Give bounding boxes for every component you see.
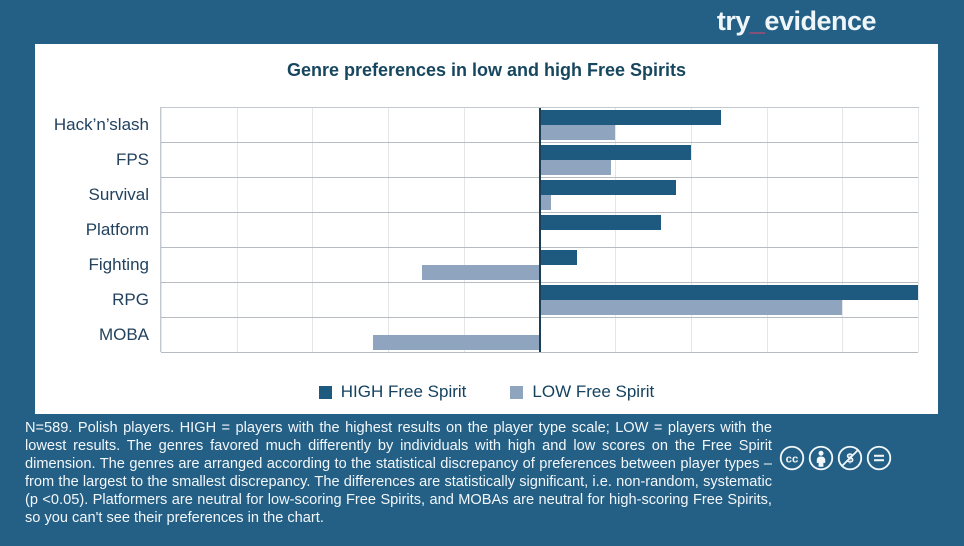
- svg-text:cc: cc: [786, 453, 799, 465]
- chart-legend: HIGH Free Spirit LOW Free Spirit: [35, 382, 938, 402]
- bar-high-free-spirit: [539, 285, 918, 300]
- vertical-gridline: [615, 108, 617, 352]
- vertical-gridline: [388, 108, 390, 352]
- zero-axis-line: [538, 108, 541, 352]
- chart-row: [161, 318, 918, 353]
- legend-label: LOW Free Spirit: [532, 382, 655, 401]
- vertical-gridline: [842, 108, 844, 352]
- legend-swatch: [318, 385, 332, 399]
- chart-row: [161, 283, 918, 318]
- bar-low-free-spirit: [539, 160, 612, 175]
- bar-high-free-spirit: [539, 215, 661, 230]
- category-label: Fighting: [88, 255, 149, 274]
- brand-logo-evidence: evidence: [764, 6, 876, 36]
- vertical-gridline: [463, 108, 465, 352]
- brand-logo: try_evidence: [716, 6, 877, 37]
- vertical-gridline: [690, 108, 692, 352]
- license-icons: cc $: [779, 445, 892, 471]
- category-label: MOBA: [98, 325, 149, 344]
- chart-card: Genre preferences in low and high Free S…: [35, 44, 938, 414]
- bar-high-free-spirit: [539, 180, 676, 195]
- cc-nd-icon: [866, 445, 892, 471]
- cc-icon: cc: [779, 445, 805, 471]
- vertical-gridline: [312, 108, 314, 352]
- bar-high-free-spirit: [539, 145, 691, 160]
- footnote-text: N=589. Polish players. HIGH = players wi…: [25, 420, 772, 526]
- vertical-gridline: [161, 108, 162, 352]
- bar-chart: Hack’n’slash FPS Survival Platform Fighting R…: [35, 107, 938, 353]
- cc-nc-icon: $: [837, 445, 863, 471]
- chart-title: Genre preferences in low and high Free S…: [286, 60, 687, 80]
- legend-item: HIGH Free Spirit: [318, 382, 467, 402]
- brand-logo-underscore: _: [749, 6, 765, 36]
- bar-low-free-spirit: [372, 335, 540, 350]
- legend-swatch: [510, 385, 524, 399]
- bar-low-free-spirit: [539, 195, 551, 210]
- category-label: Hack’n’slash: [53, 115, 149, 134]
- bar-high-free-spirit: [539, 250, 578, 265]
- category-label: Survival: [88, 185, 149, 204]
- plot-area: [160, 107, 919, 353]
- bar-low-free-spirit: [539, 300, 843, 315]
- bar-high-free-spirit: [539, 110, 722, 125]
- cc-by-icon: [808, 445, 834, 471]
- category-label: FPS: [115, 150, 149, 169]
- category-label: RPG: [112, 290, 149, 309]
- bar-low-free-spirit: [422, 265, 540, 280]
- bar-low-free-spirit: [539, 125, 616, 140]
- vertical-gridline: [918, 108, 919, 352]
- category-axis: Hack’n’slash FPS Survival Platform Fighting R…: [35, 107, 160, 352]
- vertical-gridline: [766, 108, 768, 352]
- brand-logo-try: try: [716, 6, 751, 36]
- footnote-section: N=589. Polish players. HIGH = players wi…: [0, 419, 964, 527]
- legend-item: LOW Free Spirit: [510, 382, 654, 402]
- category-label: Platform: [85, 220, 149, 239]
- legend-label: HIGH Free Spirit: [340, 382, 467, 401]
- vertical-gridline: [236, 108, 238, 352]
